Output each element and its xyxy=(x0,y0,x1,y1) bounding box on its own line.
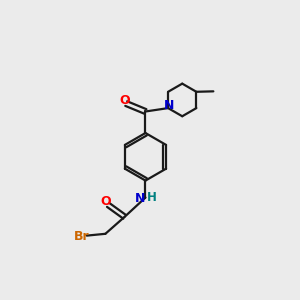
Text: N: N xyxy=(164,99,174,112)
Text: Br: Br xyxy=(74,230,90,243)
Text: O: O xyxy=(119,94,130,107)
Text: O: O xyxy=(100,195,111,208)
Text: N: N xyxy=(135,192,145,205)
Text: H: H xyxy=(147,191,157,204)
